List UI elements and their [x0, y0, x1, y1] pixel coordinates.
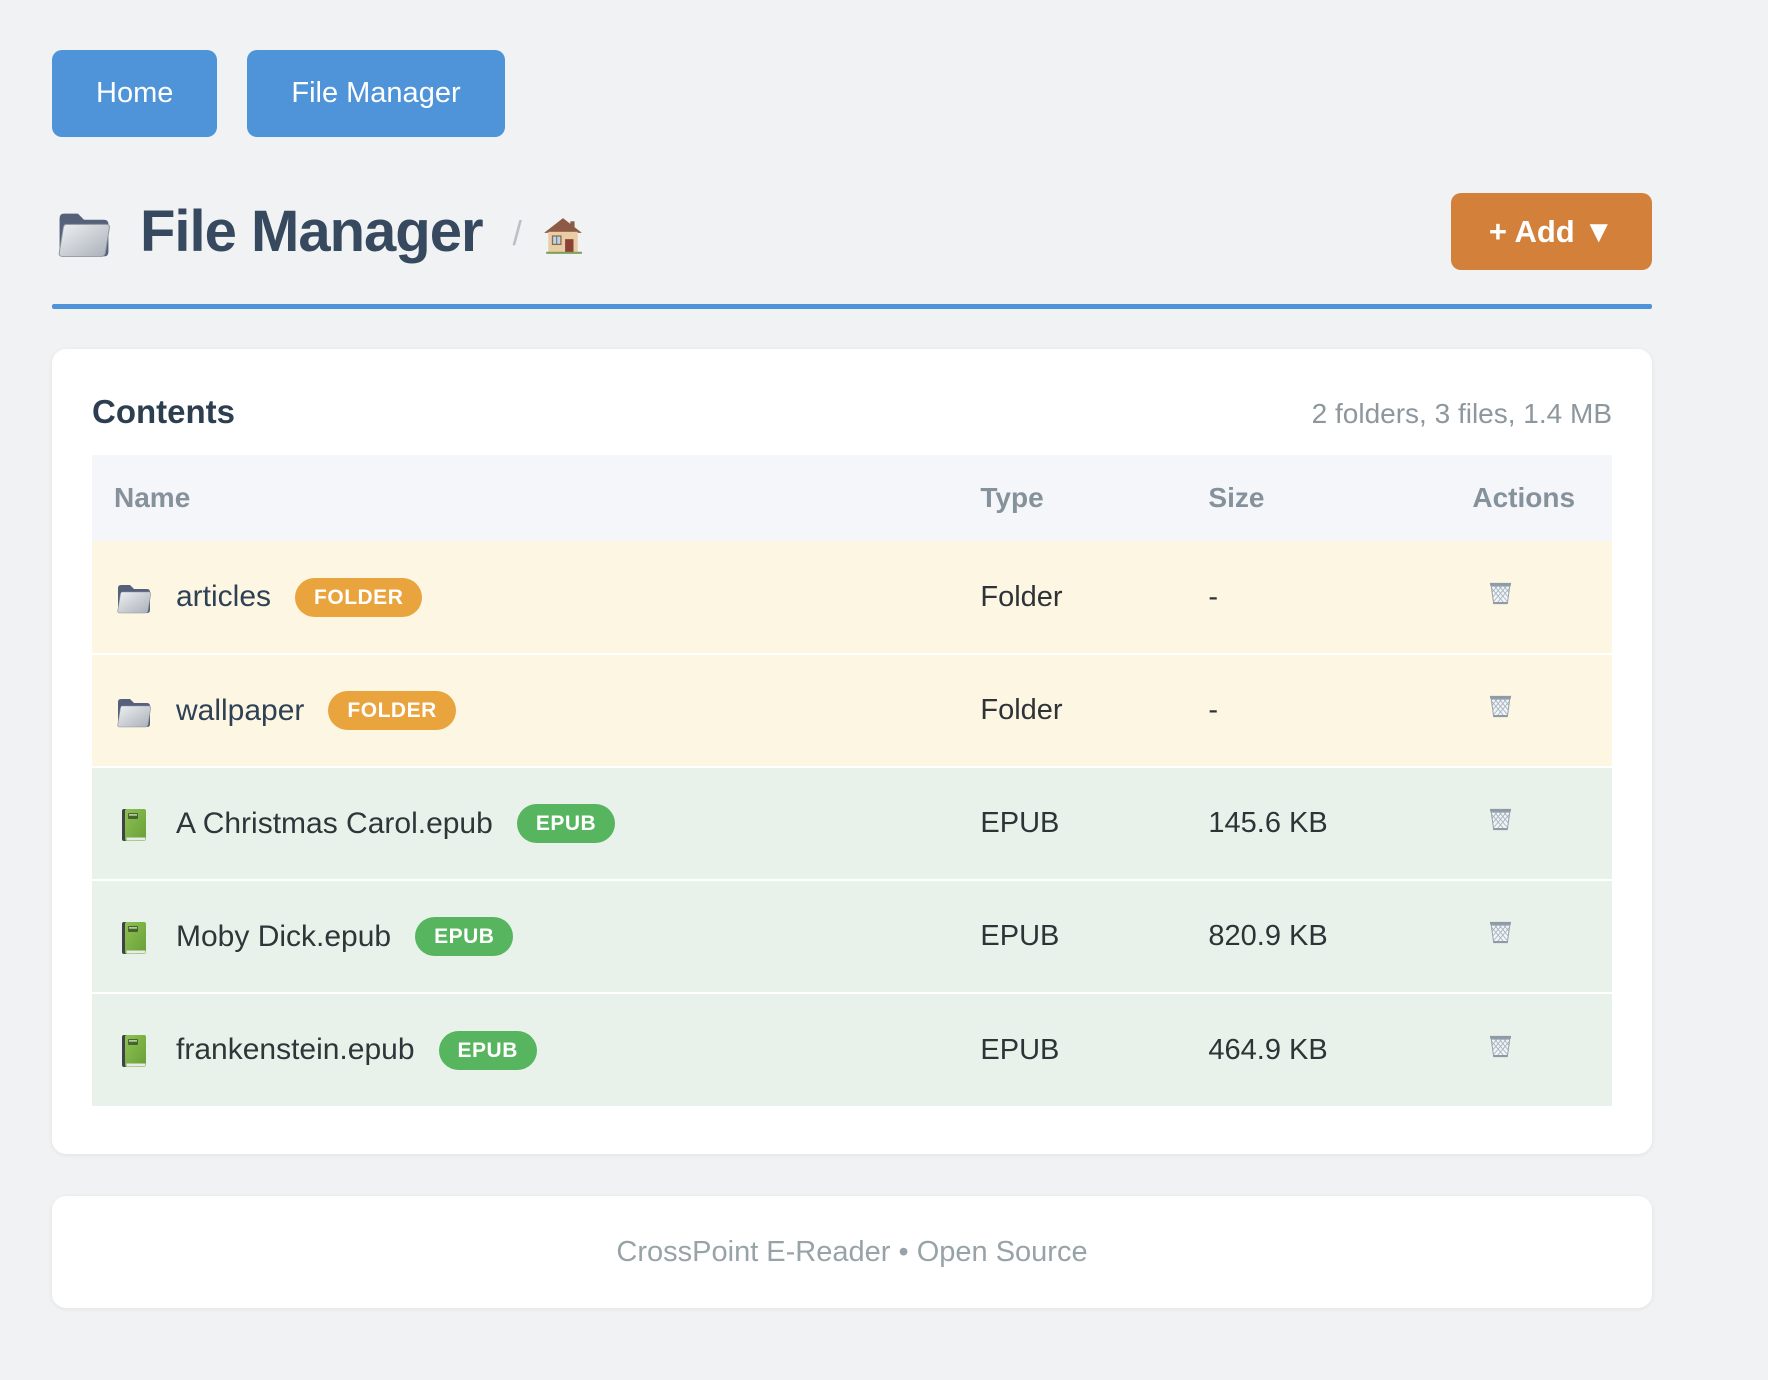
contents-title: Contents [92, 393, 235, 430]
page-header: File Manager / + Add ▼ [52, 193, 1652, 270]
home-button[interactable]: Home [52, 50, 218, 137]
type-cell: Folder [958, 653, 1187, 767]
trash-icon [1482, 914, 1519, 951]
file-name-link[interactable]: Moby Dick.epub [176, 919, 392, 953]
trash-icon [1482, 575, 1519, 612]
delete-button[interactable] [1482, 801, 1519, 838]
folder-icon [117, 698, 151, 727]
heading-divider [52, 304, 1652, 309]
house-icon[interactable] [542, 215, 584, 257]
delete-button[interactable] [1482, 914, 1519, 951]
table-row: wallpaper FOLDER Folder - [92, 653, 1612, 767]
file-manager-button[interactable]: File Manager [247, 50, 505, 137]
page-title-group: File Manager / [52, 198, 1451, 265]
book-icon [122, 921, 146, 954]
type-badge: FOLDER [328, 691, 456, 730]
size-cell: - [1186, 541, 1453, 654]
book-icon [122, 1035, 146, 1067]
breadcrumb-separator: / [512, 215, 522, 253]
column-header-type: Type [958, 455, 1187, 541]
contents-summary: 2 folders, 3 files, 1.4 MB [1311, 398, 1612, 429]
delete-button[interactable] [1482, 575, 1519, 612]
table-row: articles FOLDER Folder - [92, 541, 1612, 654]
add-button[interactable]: + Add ▼ [1450, 193, 1652, 270]
file-table: Name Type Size Actions articles FOLDER F… [92, 455, 1612, 1106]
footer-card: CrossPoint E-Reader • Open Source [52, 1196, 1652, 1308]
contents-card: Contents 2 folders, 3 files, 1.4 MB Name… [52, 349, 1652, 1154]
contents-card-header: Contents 2 folders, 3 files, 1.4 MB [92, 393, 1612, 431]
type-cell: EPUB [958, 992, 1187, 1106]
size-cell: - [1186, 653, 1453, 767]
type-cell: Folder [958, 541, 1187, 654]
file-table-header: Name Type Size Actions [92, 455, 1612, 541]
type-badge: EPUB [438, 1030, 537, 1070]
size-cell: 820.9 KB [1186, 879, 1453, 993]
column-header-size: Size [1186, 455, 1453, 541]
trash-icon [1482, 801, 1519, 838]
book-icon [122, 808, 146, 841]
size-cell: 464.9 KB [1186, 992, 1453, 1106]
top-nav: Home File Manager [52, 50, 1652, 137]
column-header-name: Name [92, 455, 959, 541]
file-name-link[interactable]: frankenstein.epub [176, 1033, 415, 1066]
type-cell: EPUB [958, 766, 1187, 880]
table-row: Moby Dick.epub EPUB EPUB 820.9 KB [92, 879, 1612, 993]
type-cell: EPUB [958, 879, 1187, 993]
type-badge: EPUB [415, 917, 514, 956]
trash-icon [1482, 1028, 1519, 1065]
trash-icon [1482, 688, 1519, 725]
folder-icon [117, 584, 151, 614]
file-name-link[interactable]: A Christmas Carol.epub [176, 806, 493, 840]
type-badge: FOLDER [295, 577, 423, 617]
column-header-actions: Actions [1452, 455, 1612, 541]
delete-button[interactable] [1482, 688, 1519, 725]
folder-icon [58, 212, 110, 257]
file-name-link[interactable]: wallpaper [176, 693, 305, 727]
delete-button[interactable] [1482, 1028, 1519, 1065]
table-row: frankenstein.epub EPUB EPUB 464.9 KB [92, 992, 1612, 1106]
footer-text: CrossPoint E-Reader • Open Source [616, 1235, 1088, 1268]
table-row: A Christmas Carol.epub EPUB EPUB 145.6 K… [92, 766, 1612, 880]
page-title: File Manager [140, 199, 484, 264]
type-badge: EPUB [516, 804, 616, 843]
size-cell: 145.6 KB [1186, 766, 1453, 880]
page: Home File Manager File Manager / + Add ▼… [52, 0, 1652, 1308]
file-name-link[interactable]: articles [176, 580, 272, 613]
